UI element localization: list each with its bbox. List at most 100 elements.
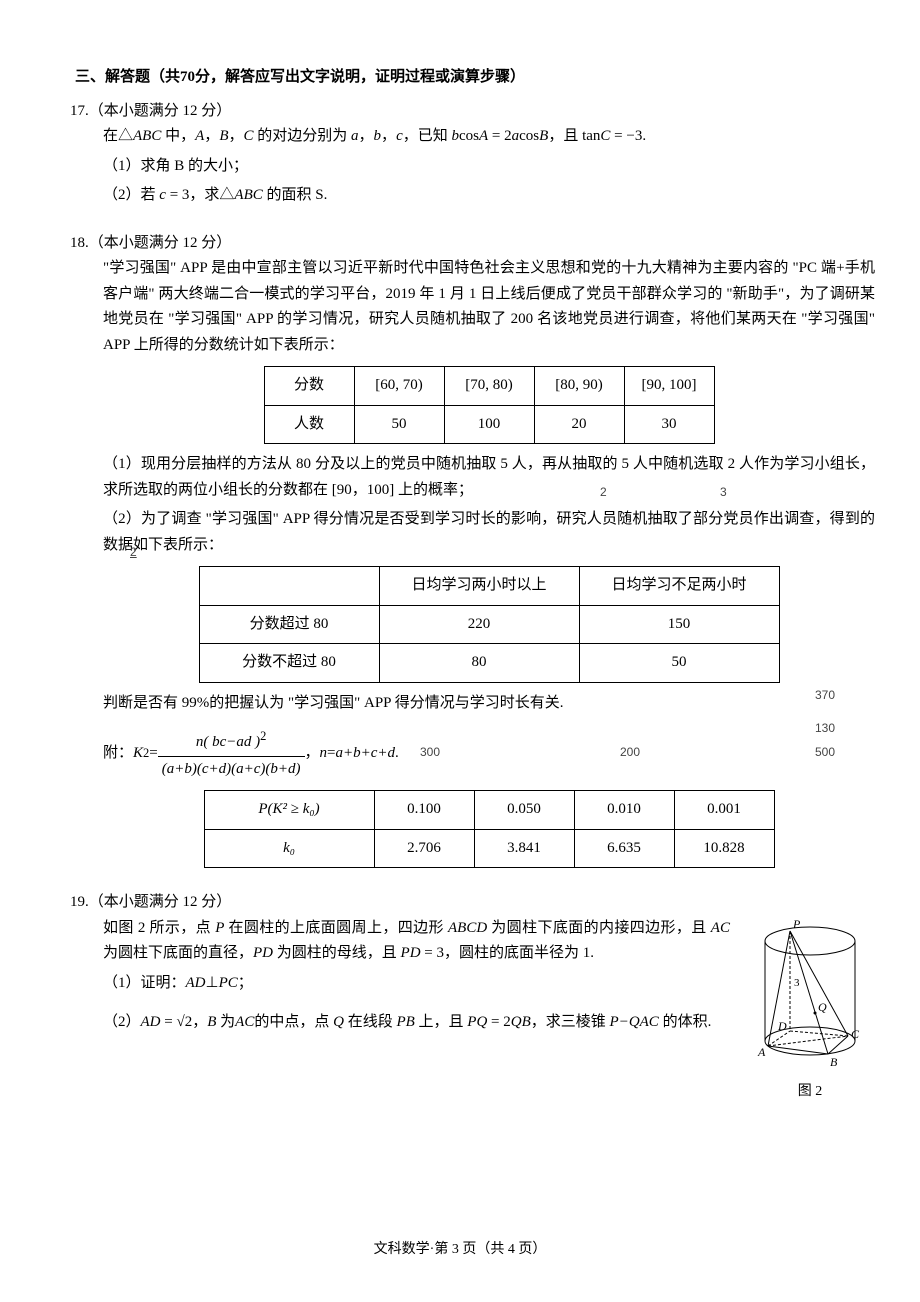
handwritten-note: 2 <box>130 542 137 562</box>
p18-sub2: （2）为了调查 "学习强国" APP 得分情况是否受到学习时长的影响，研究人员随… <box>103 507 875 558</box>
handwritten-note: 500 <box>815 742 835 762</box>
txt: PQ <box>467 1014 487 1030</box>
svg-text:3: 3 <box>794 977 800 989</box>
problem-19: 19.（本小题满分 12 分） 如图 2 所示，点 P 在圆柱的上底面圆周上，四… <box>75 890 875 1104</box>
td: 50 <box>579 644 779 683</box>
problem-17-header: 17.（本小题满分 12 分） <box>70 99 875 125</box>
txt: = 2 <box>488 128 511 144</box>
p19-para: 如图 2 所示，点 P 在圆柱的上底面圆周上，四边形 ABCD 为圆柱下底面的内… <box>103 916 730 967</box>
txt: ，求三棱锥 <box>531 1014 610 1030</box>
txt: c <box>396 128 403 144</box>
txt: 的体积. <box>659 1014 712 1030</box>
th: [70, 80) <box>444 367 534 406</box>
p18-judge: 判断是否有 99%的把握认为 "学习强国" APP 得分情况与学习时长有关. <box>103 691 875 717</box>
td: 6.635 <box>574 829 674 868</box>
txt: = −3. <box>610 128 646 144</box>
th: [80, 90) <box>534 367 624 406</box>
svg-text:B: B <box>830 1055 838 1069</box>
txt: n <box>320 741 328 767</box>
txt: B <box>207 1014 216 1030</box>
td: 30 <box>624 405 714 444</box>
txt: = 2 <box>487 1014 510 1030</box>
txt: = 3，求△ <box>166 187 234 203</box>
txt: 在线段 <box>344 1014 397 1030</box>
p19-sub2: （2）AD = √2，B 为AC的中点，点 Q 在线段 PB 上，且 PQ = … <box>103 1010 730 1036</box>
p17-sub1: （1）求角 B 的大小； <box>103 154 875 180</box>
th: 0.001 <box>674 791 774 830</box>
txt: . <box>395 741 399 767</box>
p18-table2: 日均学习两小时以上 日均学习不足两小时 分数超过 80 220 150 分数不超… <box>199 566 780 683</box>
txt: ， <box>204 128 219 144</box>
td: 50 <box>354 405 444 444</box>
handwritten-note: 370 <box>815 685 835 705</box>
txt: （1）证明： <box>103 975 186 991</box>
txt: C <box>600 128 610 144</box>
th: [60, 70) <box>354 367 444 406</box>
txt: 的面积 S. <box>263 187 328 203</box>
txt: AC <box>235 1014 254 1030</box>
txt: P <box>215 920 224 936</box>
txt: AD <box>186 975 206 991</box>
txt: ABC <box>133 128 161 144</box>
txt: PB <box>396 1014 414 1030</box>
handwritten-note: 300 <box>420 742 440 762</box>
problem-18-header: 18.（本小题满分 12 分） <box>70 231 875 257</box>
figure-2: P A B C D Q 3 图 2 <box>745 916 875 1104</box>
txt: AC <box>711 920 730 936</box>
txt: = √2， <box>161 1014 208 1030</box>
txt: a+b+c+d <box>336 741 396 767</box>
txt: C <box>244 128 254 144</box>
txt: ( bc−ad ) <box>203 734 260 750</box>
txt: ； <box>238 975 253 991</box>
p18-sub1: （1）现用分层抽样的方法从 80 分及以上的党员中随机抽取 5 人，再从抽取的 … <box>103 452 875 503</box>
txt: 为圆柱下底面的直径， <box>103 945 253 961</box>
txt: b <box>452 128 460 144</box>
txt: 2 <box>260 729 266 743</box>
handwritten-note: 2 <box>600 482 607 502</box>
p18-formula: 附： K2 = n( bc−ad )2 (a+b)(c+d)(a+c)(b+d)… <box>103 726 875 782</box>
p19-sub1: （1）证明：AD⊥PC； <box>103 971 730 997</box>
txt: AD <box>141 1014 161 1030</box>
txt: PD <box>253 945 273 961</box>
txt: PD <box>401 945 421 961</box>
txt: A <box>195 128 204 144</box>
txt: c <box>159 187 166 203</box>
txt: cos <box>519 128 539 144</box>
td: 80 <box>379 644 579 683</box>
td: k₀ <box>204 829 374 868</box>
td: 分数不超过 80 <box>199 644 379 683</box>
txt: 上，且 <box>415 1014 468 1030</box>
txt: a <box>351 128 359 144</box>
txt: ， <box>228 128 243 144</box>
td: 10.828 <box>674 829 774 868</box>
txt: ， <box>381 128 396 144</box>
th: [90, 100] <box>624 367 714 406</box>
txt: (a+b)(c+d)(a+c)(b+d) <box>158 757 305 783</box>
th: 分数 <box>264 367 354 406</box>
txt: ，已知 <box>403 128 452 144</box>
problem-17: 17.（本小题满分 12 分） 在△ABC 中，A，B，C 的对边分别为 a，b… <box>75 99 875 209</box>
txt: = <box>327 741 335 767</box>
txt: ， <box>359 128 374 144</box>
th: 0.100 <box>374 791 474 830</box>
figure-caption: 图 2 <box>745 1080 875 1104</box>
page-footer: 文科数学·第 3 页（共 4 页） <box>0 1238 920 1262</box>
txt: cos <box>459 128 479 144</box>
td: 220 <box>379 605 579 644</box>
svg-text:D: D <box>777 1019 787 1033</box>
txt: A <box>479 128 488 144</box>
handwritten-note: 200 <box>620 742 640 762</box>
svg-text:P: P <box>792 917 801 931</box>
txt: ， <box>305 741 320 767</box>
txt: = 3，圆柱的底面半径为 1. <box>421 945 594 961</box>
txt: 为 <box>216 1014 235 1030</box>
txt: b <box>374 128 382 144</box>
txt: ，且 tan <box>548 128 600 144</box>
p18-table1: 分数 [60, 70) [70, 80) [80, 90) [90, 100] … <box>264 366 715 444</box>
td: 150 <box>579 605 779 644</box>
txt: 为圆柱下底面的内接四边形，且 <box>487 920 711 936</box>
txt: = <box>149 741 157 767</box>
txt: （2）若 <box>103 187 159 203</box>
td: 3.841 <box>474 829 574 868</box>
txt: 附： <box>103 741 133 767</box>
